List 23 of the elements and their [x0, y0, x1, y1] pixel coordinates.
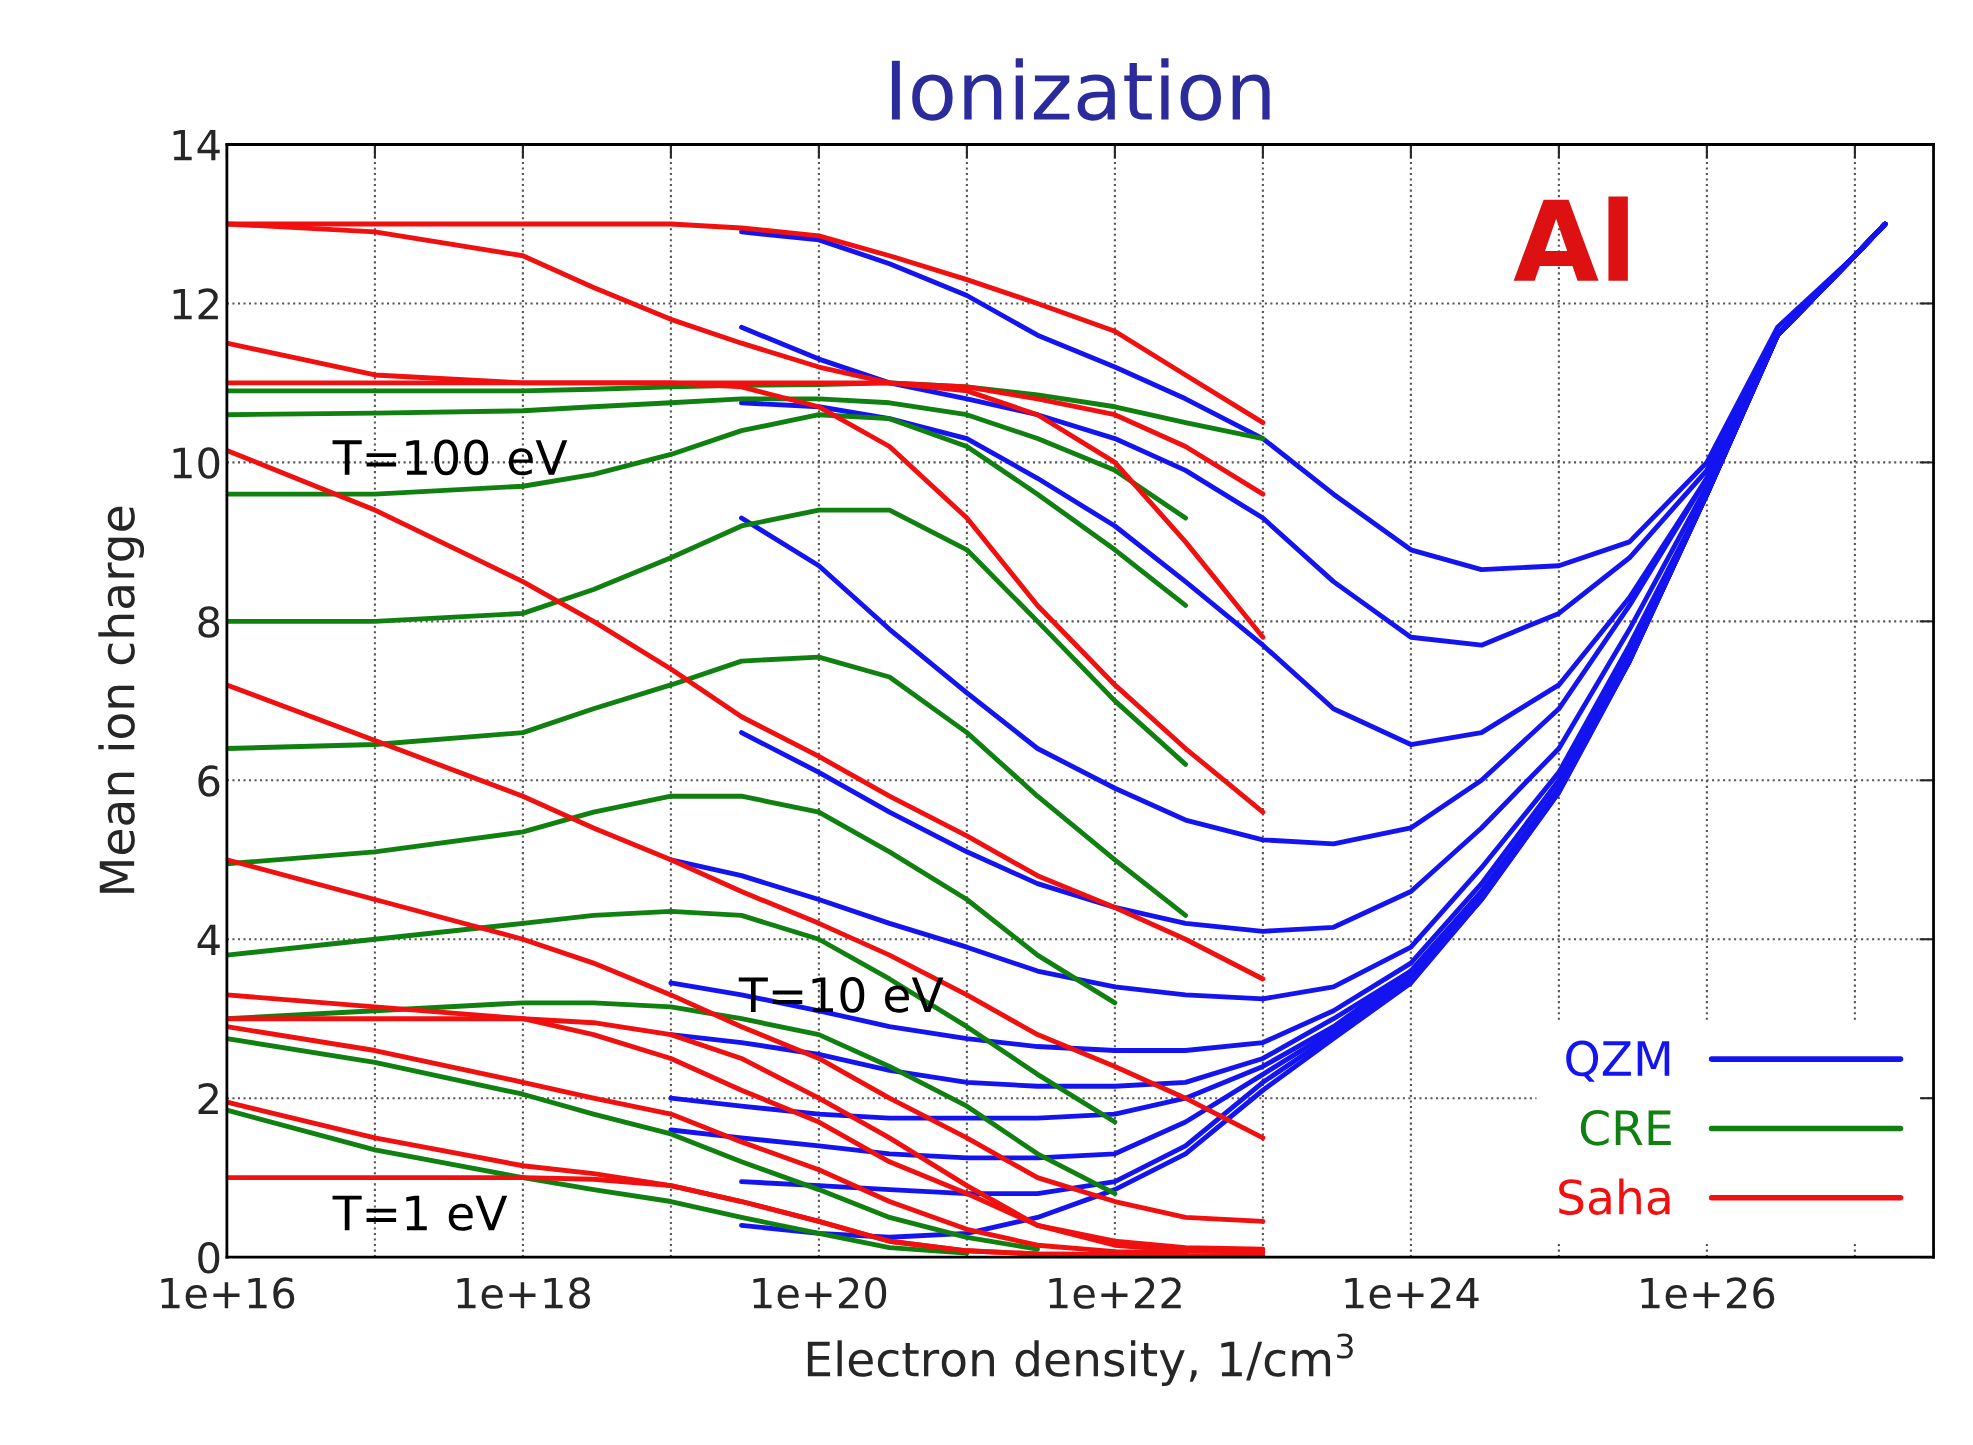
x-axis-title: Electron density, 1/cm$^{3}$ [807, 1333, 1353, 1387]
y-tick-label: 12 [173, 288, 218, 320]
chart-title: Ionization [891, 58, 1270, 121]
legend-label: CRE [1580, 1109, 1671, 1146]
legend-label: QZM [1566, 1040, 1670, 1082]
y-tick-label: 10 [173, 447, 220, 479]
annotation: Al [1513, 196, 1628, 281]
legend-label: Saha [1559, 1178, 1670, 1215]
x-tick-label: 1e+16 [161, 1277, 295, 1309]
x-tick-label: 1e+26 [1641, 1277, 1775, 1309]
x-tick-label: 1e+24 [1345, 1277, 1479, 1309]
y-tick-label: 2 [198, 1083, 218, 1115]
y-tick-label: 0 [198, 1242, 220, 1274]
y-tick-label: 14 [173, 129, 220, 161]
x-tick-label: 1e+18 [457, 1277, 591, 1309]
y-tick-label: 8 [198, 606, 220, 638]
x-tick-label: 1e+22 [1049, 1277, 1181, 1309]
x-tick-label: 1e+20 [753, 1277, 887, 1309]
annotation: T=100 eV [332, 439, 568, 476]
annotation: T=1 eV [332, 1195, 508, 1231]
y-tick-label: 6 [198, 765, 220, 797]
y-tick-label: 4 [197, 924, 220, 956]
y-axis-title: Mean ion charge [98, 506, 145, 893]
